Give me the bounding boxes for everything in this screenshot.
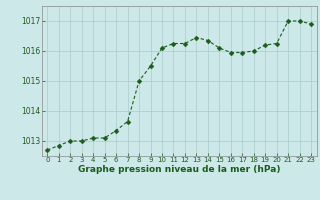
X-axis label: Graphe pression niveau de la mer (hPa): Graphe pression niveau de la mer (hPa) (78, 165, 280, 174)
